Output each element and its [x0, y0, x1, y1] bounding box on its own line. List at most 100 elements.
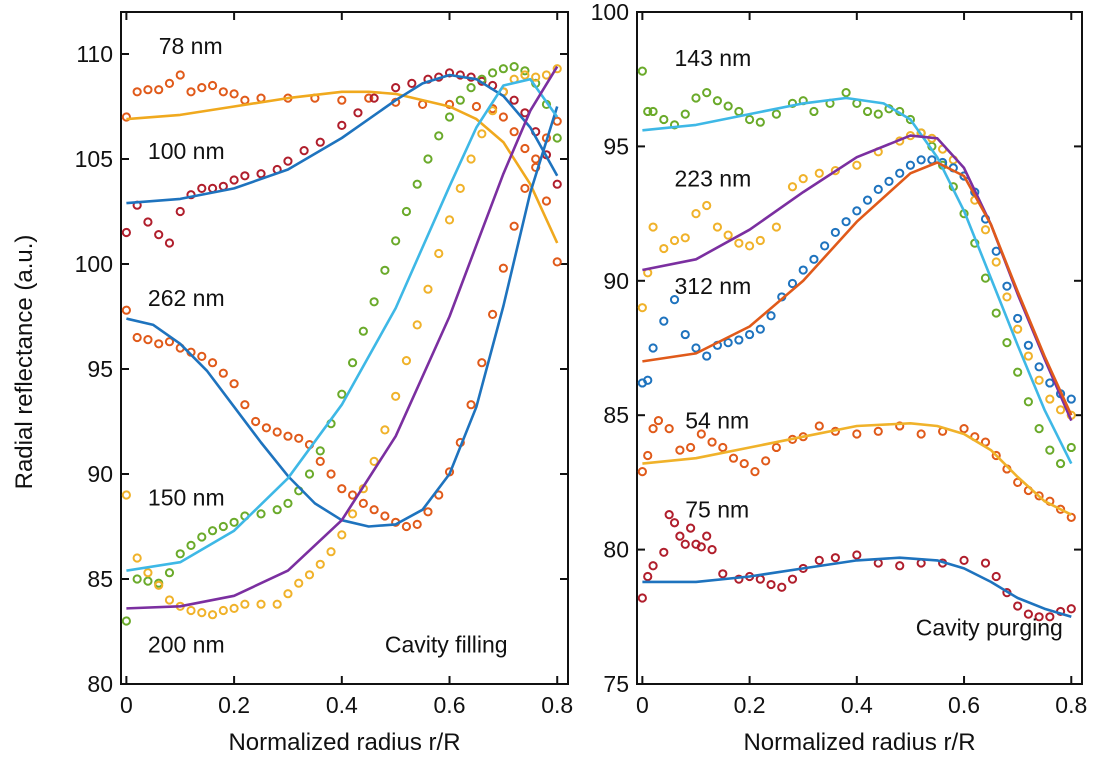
data-point: [991, 450, 1001, 461]
x-tick-label: 0.4: [841, 692, 873, 718]
y-axis-title: Radial reflectance (a.u.): [11, 235, 38, 490]
data-point: [852, 429, 862, 439]
data-point: [648, 424, 658, 434]
data-point: [509, 62, 519, 72]
data-point: [283, 589, 293, 599]
data-point: [294, 433, 304, 443]
data-point: [347, 490, 358, 500]
x-tick-label: 0: [636, 692, 649, 718]
data-point: [643, 571, 653, 582]
y-tick-label: 85: [603, 402, 629, 428]
data-point: [1023, 340, 1033, 350]
data-point: [798, 174, 808, 184]
data-point: [777, 582, 787, 592]
x-tick-label: 0.4: [326, 692, 358, 718]
data-point: [369, 505, 379, 515]
data-point: [707, 437, 717, 447]
data-point: [1023, 351, 1033, 361]
data-point: [755, 574, 765, 584]
data-point: [873, 426, 883, 436]
data-point: [552, 64, 562, 74]
data-point: [814, 168, 824, 178]
data-point: [723, 230, 733, 240]
data-point: [669, 518, 680, 528]
data-point: [691, 93, 701, 103]
data-point: [691, 209, 701, 219]
data-point: [696, 542, 706, 552]
data-point: [304, 469, 315, 479]
data-point: [755, 324, 765, 334]
data-point: [852, 550, 862, 560]
data-point: [991, 308, 1001, 318]
data-point: [520, 183, 530, 193]
data-point: [766, 579, 776, 590]
data-point: [1045, 378, 1055, 388]
data-point: [1034, 362, 1044, 372]
data-point: [380, 511, 390, 521]
data-point: [423, 154, 433, 164]
data-point: [787, 278, 798, 289]
series-150-nm: [121, 62, 562, 626]
data-point: [702, 200, 712, 211]
data-point: [337, 389, 347, 399]
data-point: [1066, 394, 1076, 404]
data-point: [299, 146, 309, 156]
data-point: [207, 80, 218, 91]
data-point: [272, 427, 282, 437]
fit-curve-75-nm: [642, 556, 1072, 619]
data-point: [1055, 405, 1066, 415]
data-point: [771, 222, 781, 232]
data-point: [830, 165, 840, 176]
panel-cavity-purging: 0 0.2 0.4 0.6 0.8 75 80 85 90 95 100 Normalized rad…: [591, 0, 1088, 756]
data-point: [531, 72, 541, 82]
data-point: [734, 238, 744, 248]
data-point: [412, 519, 422, 530]
data-point: [862, 195, 873, 205]
data-point: [669, 295, 680, 305]
data-point: [353, 108, 363, 118]
x-tick-label: 0.6: [434, 692, 466, 718]
data-point: [391, 391, 401, 401]
data-point: [207, 358, 218, 368]
data-point: [1013, 601, 1023, 611]
data-point: [315, 137, 325, 147]
data-point: [787, 98, 798, 108]
data-point: [455, 95, 465, 105]
annotation-label: 200 nm: [148, 632, 225, 658]
data-point: [304, 570, 315, 580]
data-point: [1034, 375, 1044, 385]
data-point: [164, 78, 175, 89]
data-point: [466, 400, 476, 410]
data-point: [675, 531, 685, 541]
data-point: [895, 421, 905, 431]
data-point: [980, 273, 991, 283]
data-point: [423, 284, 433, 294]
data-point: [401, 356, 412, 366]
data-point: [1045, 445, 1055, 455]
data-point: [841, 88, 851, 98]
data-point: [218, 87, 228, 97]
data-point: [164, 337, 175, 347]
data-point: [256, 169, 266, 179]
data-point: [240, 95, 250, 105]
series-200-nm: [121, 64, 562, 620]
data-point: [240, 599, 250, 609]
y-tick-label: 85: [87, 566, 113, 592]
data-point: [852, 160, 862, 170]
data-point: [186, 190, 196, 200]
data-point: [256, 599, 266, 609]
data-point: [718, 442, 728, 453]
data-point: [315, 559, 325, 569]
data-point: [712, 96, 723, 106]
data-point: [358, 326, 368, 336]
fit-curve-150-nm: [126, 77, 559, 572]
data-point: [498, 263, 508, 273]
data-point: [455, 183, 465, 193]
data-point: [675, 445, 685, 455]
annotation-label: 262 nm: [148, 285, 225, 311]
annotation-label: 78 nm: [159, 33, 223, 59]
y-tick-label: 110: [76, 41, 113, 67]
data-point: [294, 578, 304, 588]
annotation-label: 223 nm: [675, 166, 752, 192]
data-point: [364, 93, 374, 103]
